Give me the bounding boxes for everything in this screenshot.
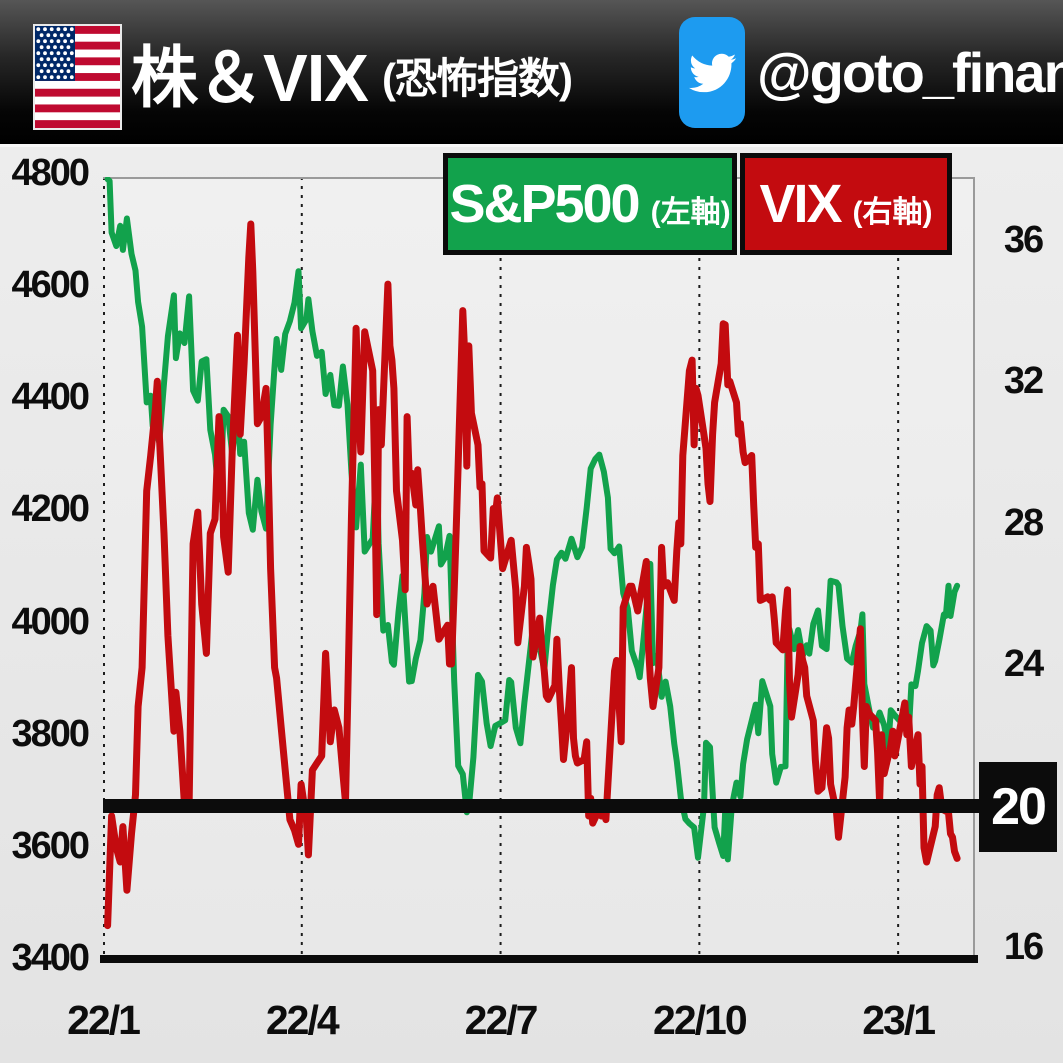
left-axis-tick-label: 3800 [11, 712, 90, 755]
twitter-bird-icon [688, 53, 737, 92]
header-divider [0, 144, 1063, 147]
x-axis-tick-label: 22/4 [265, 997, 340, 1043]
left-axis-tick-label: 4800 [11, 152, 90, 194]
legend-sp500: S&P500 (左軸) [443, 153, 737, 255]
right-axis-tick-label: 32 [1003, 360, 1044, 403]
page-title: 株＆VIX (恐怖指数) [131, 0, 573, 144]
legend-vix: VIX (右軸) [740, 153, 952, 255]
left-axis-tick-label: 4000 [11, 600, 90, 643]
us-flag-icon [33, 24, 122, 130]
header-bar: 株＆VIX (恐怖指数) @goto_finance [0, 0, 1063, 144]
legend-sp500-label: S&P500 [449, 174, 640, 234]
chart-canvas [103, 177, 975, 962]
x-axis-tick-label: 22/1 [67, 997, 141, 1043]
left-axis-tick-label: 4600 [11, 264, 90, 307]
title-subtitle: (恐怖指数) [382, 54, 573, 102]
legend-sp500-axis-note: (左軸) [650, 196, 731, 229]
vix-20-threshold-line [103, 799, 980, 813]
left-axis-tick-label: 3600 [11, 824, 90, 867]
legend-vix-label: VIX [759, 174, 842, 234]
legend-vix-axis-note: (右軸) [852, 196, 933, 229]
right-axis-tick-label: 16 [1003, 925, 1044, 968]
vix-20-badge: 20 [979, 762, 1057, 852]
left-axis-tick-label: 3400 [11, 937, 90, 979]
left-axis-tick-label: 4200 [11, 488, 90, 531]
right-axis-tick-label: 28 [1003, 501, 1044, 544]
twitter-handle[interactable]: @goto_finance [757, 40, 1063, 104]
x-axis-tick-label: 23/1 [862, 997, 936, 1043]
right-axis-tick-label: 24 [1003, 643, 1044, 686]
x-axis-tick-label: 22/7 [464, 997, 539, 1043]
x-axis-line [100, 955, 978, 963]
x-axis-tick-label: 22/10 [653, 997, 748, 1043]
twitter-icon[interactable] [679, 17, 745, 128]
right-axis-tick-label: 36 [1003, 218, 1044, 261]
left-axis-tick-label: 4400 [11, 376, 90, 419]
title-main: 株＆VIX [131, 40, 369, 116]
plot-area [103, 177, 975, 962]
vix-line [104, 220, 961, 930]
